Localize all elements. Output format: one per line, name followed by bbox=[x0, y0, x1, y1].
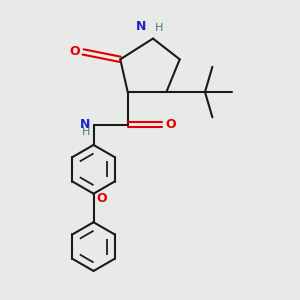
Text: H: H bbox=[82, 127, 90, 137]
Text: H: H bbox=[154, 23, 163, 33]
Text: O: O bbox=[166, 118, 176, 131]
Text: O: O bbox=[96, 192, 106, 205]
Text: O: O bbox=[69, 45, 80, 58]
Text: N: N bbox=[80, 118, 90, 130]
Text: N: N bbox=[136, 20, 146, 33]
